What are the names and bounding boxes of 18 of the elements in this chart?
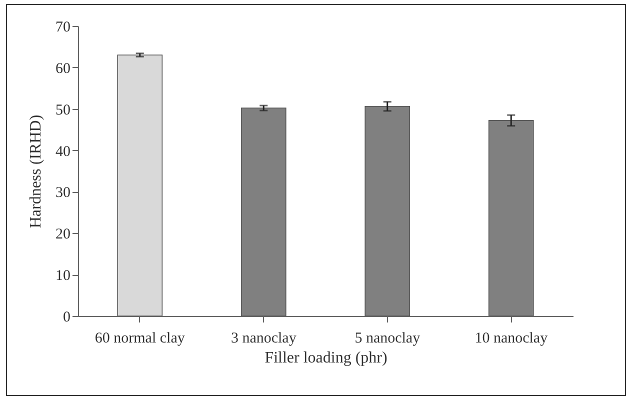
y-tick-label: 70 xyxy=(56,20,70,36)
bar xyxy=(364,106,410,316)
x-tick-label: 10 nanoclay xyxy=(474,330,548,346)
y-tick-label: 40 xyxy=(56,144,70,160)
y-axis-title: Hardness (IRHD) xyxy=(28,114,44,228)
y-tick-label: 10 xyxy=(56,268,70,284)
x-tick-label: 3 nanoclay xyxy=(230,330,297,346)
x-axis-title: Filler loading (phr) xyxy=(264,350,388,366)
y-tick-label: 50 xyxy=(56,102,70,118)
y-tick-label: 20 xyxy=(56,226,70,243)
bar xyxy=(240,108,286,316)
y-tick-label: 0 xyxy=(63,310,70,326)
bar xyxy=(117,54,163,316)
y-tick-label: 30 xyxy=(56,185,70,202)
x-tick-label: 60 normal clay xyxy=(94,330,186,346)
y-tick-label: 60 xyxy=(56,60,70,77)
x-tick-label: 5 nanoclay xyxy=(354,330,421,346)
bar xyxy=(488,120,534,316)
